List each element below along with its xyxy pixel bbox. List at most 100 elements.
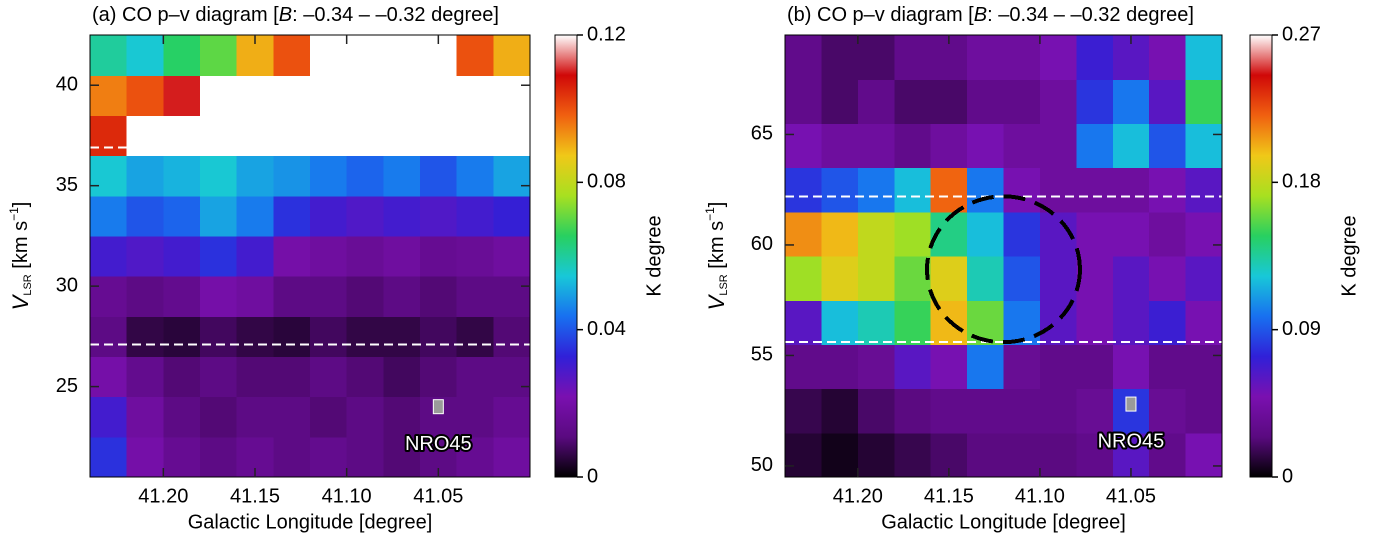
cell bbox=[420, 235, 458, 277]
cell bbox=[1076, 35, 1114, 80]
cell bbox=[1149, 167, 1187, 213]
colorbar-tick-label: 0 bbox=[587, 465, 598, 487]
cell bbox=[1076, 211, 1114, 257]
cell bbox=[90, 195, 128, 237]
y-label-part: ] bbox=[706, 202, 728, 208]
cell bbox=[456, 35, 494, 76]
cell bbox=[310, 75, 348, 116]
cell bbox=[1039, 79, 1077, 124]
cell bbox=[200, 155, 238, 197]
cell bbox=[1185, 211, 1222, 257]
cell bbox=[200, 35, 238, 76]
cell bbox=[200, 75, 238, 116]
cell bbox=[383, 235, 421, 277]
cell bbox=[857, 35, 895, 80]
cell bbox=[346, 436, 384, 477]
y-tick-label: 25 bbox=[56, 375, 78, 397]
cell bbox=[310, 396, 348, 438]
cell bbox=[1039, 300, 1077, 345]
cell bbox=[857, 79, 895, 124]
cell bbox=[310, 436, 348, 477]
colorbar-label: K degree bbox=[643, 215, 665, 296]
cell bbox=[1149, 211, 1187, 257]
cell bbox=[163, 436, 201, 477]
cell bbox=[383, 396, 421, 438]
cell bbox=[493, 235, 530, 277]
marker bbox=[1125, 396, 1137, 412]
cell bbox=[821, 167, 859, 213]
cell bbox=[90, 396, 128, 438]
cell bbox=[1039, 123, 1077, 169]
cell bbox=[420, 316, 458, 358]
marker bbox=[432, 399, 444, 415]
cell bbox=[90, 436, 128, 477]
cell bbox=[1039, 344, 1077, 390]
cell bbox=[821, 79, 859, 124]
cell bbox=[1185, 344, 1222, 390]
cell bbox=[821, 123, 859, 169]
cell bbox=[493, 115, 530, 157]
y-label-part: ] bbox=[10, 202, 32, 208]
cell bbox=[1076, 79, 1114, 124]
cell bbox=[420, 75, 458, 116]
x-tick-label: 41.20 bbox=[833, 485, 883, 507]
title-part: : –0.34 – –0.32 degree] bbox=[292, 4, 499, 26]
cell bbox=[346, 396, 384, 438]
cell bbox=[90, 155, 128, 197]
cell bbox=[967, 123, 1005, 169]
cell bbox=[200, 316, 238, 358]
x-axis-label: Galactic Longitude [degree] bbox=[188, 511, 433, 533]
cell bbox=[273, 235, 311, 277]
cell bbox=[930, 388, 968, 434]
cell bbox=[1076, 167, 1114, 213]
cell bbox=[930, 167, 968, 213]
x-tick-label: 41.10 bbox=[322, 485, 372, 507]
chart-title: (b) CO p–v diagram [B: –0.34 – –0.32 deg… bbox=[787, 4, 1194, 26]
cell bbox=[857, 432, 895, 477]
cell bbox=[493, 155, 530, 197]
annotation: NRO45 bbox=[1098, 430, 1165, 452]
cell bbox=[1039, 35, 1077, 80]
x-tick-label: 41.05 bbox=[413, 485, 463, 507]
cell bbox=[420, 195, 458, 237]
colorbar-tick-label: 0.09 bbox=[1282, 318, 1321, 340]
cell bbox=[785, 344, 823, 390]
cell bbox=[200, 235, 238, 277]
cell bbox=[456, 436, 494, 477]
y-label-part: V bbox=[8, 293, 33, 310]
cell bbox=[420, 356, 458, 398]
cell bbox=[785, 432, 823, 477]
dashed-circle bbox=[925, 194, 1082, 345]
cell bbox=[1112, 123, 1150, 169]
cell bbox=[456, 75, 494, 116]
cell bbox=[1003, 35, 1041, 80]
cell bbox=[236, 276, 274, 317]
cell bbox=[273, 396, 311, 438]
cell bbox=[456, 276, 494, 317]
cell bbox=[273, 75, 311, 116]
cell bbox=[1003, 123, 1041, 169]
cell bbox=[310, 195, 348, 237]
cell bbox=[785, 388, 823, 434]
cell bbox=[310, 235, 348, 277]
chart-title: (a) CO p–v diagram [B: –0.34 – –0.32 deg… bbox=[92, 4, 499, 26]
cell bbox=[346, 276, 384, 317]
cell bbox=[967, 211, 1005, 257]
cell bbox=[930, 344, 968, 390]
cell bbox=[967, 167, 1005, 213]
cell bbox=[346, 75, 384, 116]
cell bbox=[894, 256, 932, 301]
cell bbox=[200, 276, 238, 317]
cell bbox=[346, 115, 384, 157]
cell bbox=[785, 256, 823, 301]
cell bbox=[1149, 79, 1187, 124]
y-label-part: [km s bbox=[10, 221, 32, 274]
cell bbox=[785, 35, 823, 80]
cell bbox=[163, 75, 201, 116]
cell bbox=[126, 115, 164, 157]
y-tick-label: 65 bbox=[751, 123, 773, 145]
cell bbox=[1112, 300, 1150, 345]
cell bbox=[126, 35, 164, 76]
colorbar-tick-label: 0.04 bbox=[587, 318, 626, 340]
